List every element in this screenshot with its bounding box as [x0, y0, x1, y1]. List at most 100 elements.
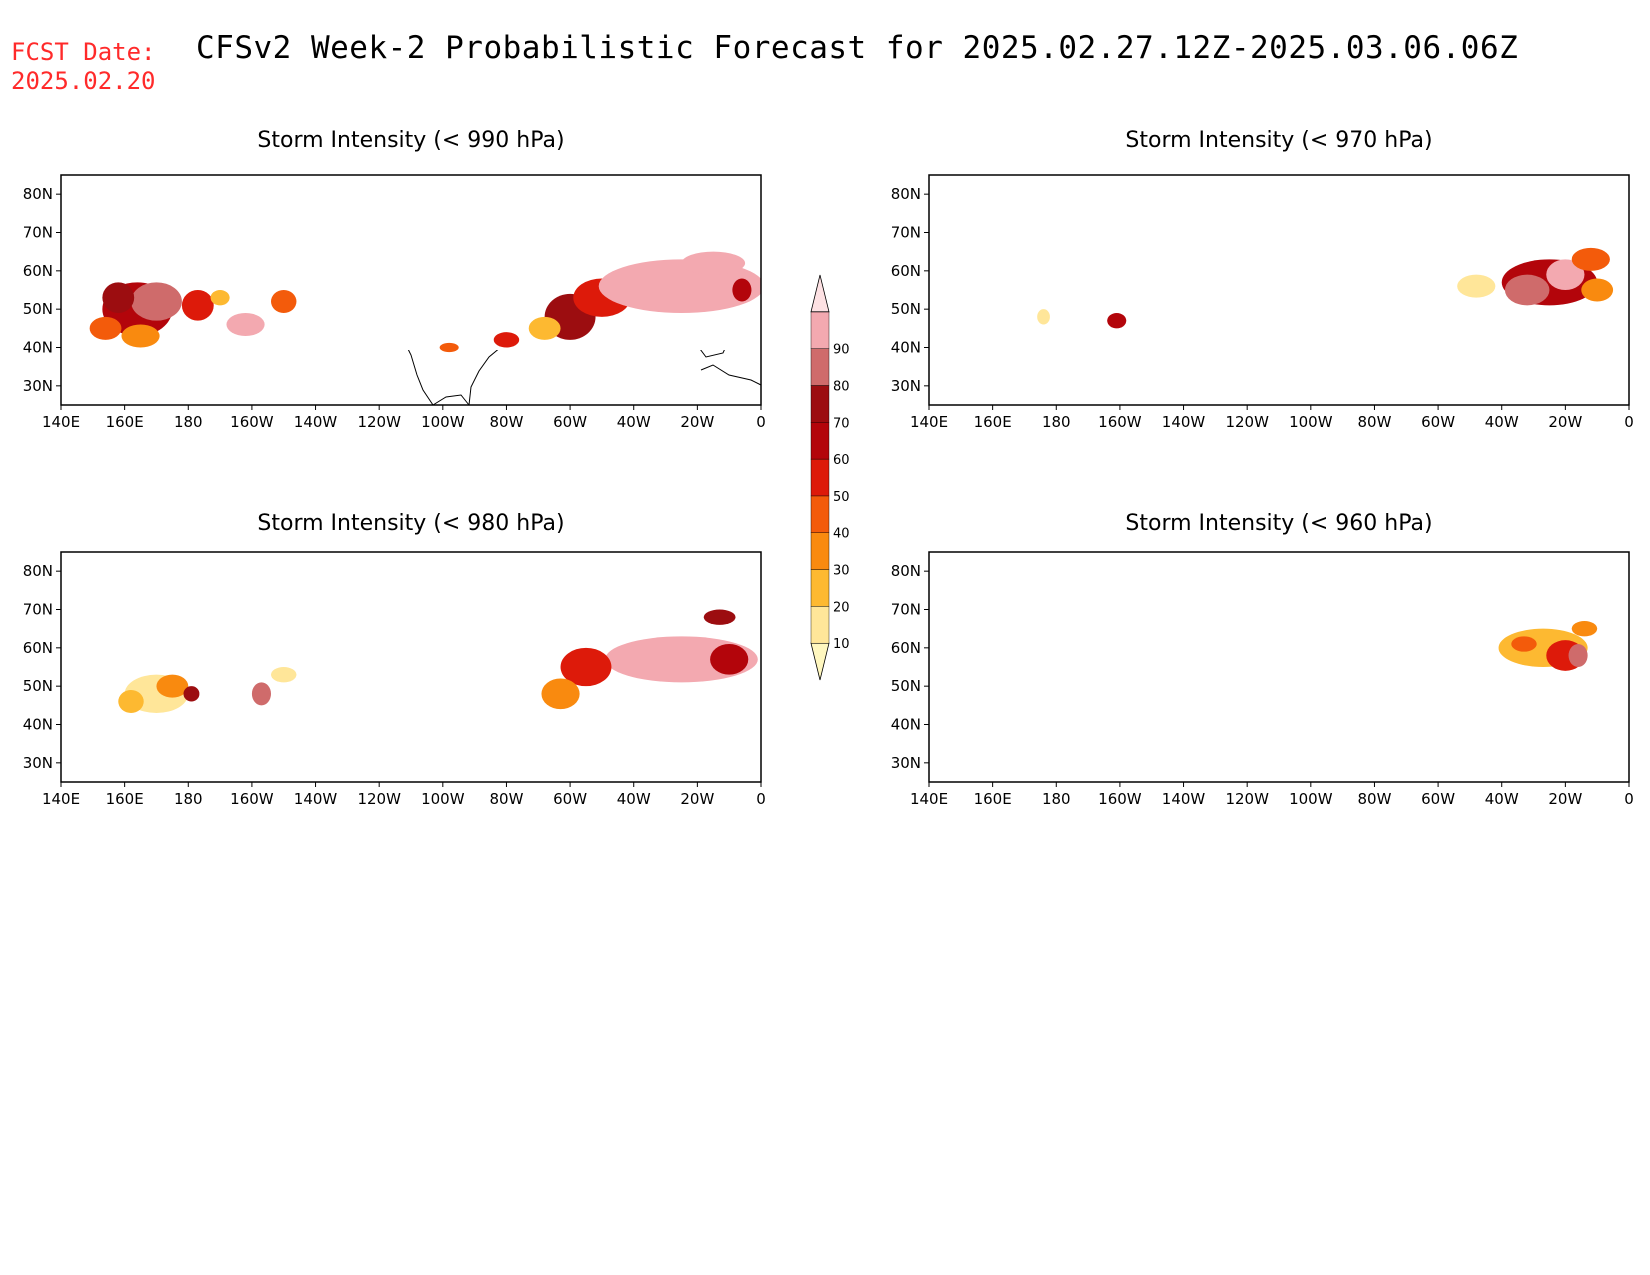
probability-patch	[1504, 274, 1550, 306]
probability-patch	[493, 332, 520, 348]
lon-tick-label: 120W	[1225, 790, 1269, 808]
colorbar-label: 80	[833, 379, 850, 394]
colorbar-swatch	[810, 311, 830, 349]
probability-patch	[271, 667, 297, 683]
lon-tick-label: 20W	[680, 790, 714, 808]
lon-tick-label: 180	[1042, 790, 1071, 808]
lat-tick-label: 80N	[891, 185, 921, 203]
map-panel-990: Storm Intensity (< 990 hPa) 140E 160E 180 16…	[23, 128, 766, 431]
lon-tick-label: 20W	[680, 413, 714, 431]
fcst-date-caption: FCST Date:	[11, 38, 156, 66]
colorbar-swatch	[810, 385, 830, 423]
probability-patch	[710, 644, 749, 675]
lon-tick-label: 100W	[421, 413, 465, 431]
colorbar-legend: 10 20 30 40 50 60 70 80 90	[810, 274, 850, 681]
probability-patch	[210, 290, 230, 306]
panel-title: Storm Intensity (< 970 hPa)	[1125, 128, 1432, 153]
probability-patch	[1546, 259, 1585, 290]
lat-tick-label: 60N	[891, 639, 921, 657]
probability-patch	[1568, 644, 1588, 667]
lon-tick-label: 60W	[553, 413, 587, 431]
probability-patch	[156, 674, 189, 698]
colorbar-label: 60	[833, 453, 850, 468]
lon-tick-label: 80W	[489, 790, 523, 808]
lon-tick-label: 120W	[357, 413, 401, 431]
lat-tick-label: 50N	[23, 300, 53, 318]
lon-tick-label: 20W	[1548, 413, 1582, 431]
lon-tick-label: 140E	[910, 413, 948, 431]
colorbar-cap-top	[810, 274, 830, 313]
lat-tick-label: 30N	[23, 754, 53, 772]
lat-tick-label: 70N	[23, 224, 53, 242]
lon-tick-label: 20W	[1548, 790, 1582, 808]
lon-tick-label: 40W	[1485, 413, 1519, 431]
colorbar-swatch	[810, 458, 830, 497]
lon-tick-label: 0	[756, 790, 766, 808]
panel-title: Storm Intensity (< 980 hPa)	[257, 511, 564, 536]
lon-tick-label: 140E	[42, 413, 80, 431]
lon-tick-label: 160W	[230, 413, 274, 431]
lon-tick-label: 80W	[1357, 413, 1391, 431]
lon-tick-label: 140E	[42, 790, 80, 808]
panel-title: Storm Intensity (< 960 hPa)	[1125, 511, 1432, 536]
fcst-date-value: 2025.02.20	[11, 67, 156, 95]
probability-patch	[1037, 309, 1050, 325]
lon-tick-label: 60W	[1421, 413, 1455, 431]
lon-tick-label: 180	[1042, 413, 1071, 431]
lon-tick-label: 160W	[1098, 790, 1142, 808]
probability-patch	[541, 678, 580, 710]
probability-patch	[439, 342, 459, 353]
forecast-date-label: FCST Date: 2025.02.20	[11, 38, 156, 96]
probability-patch	[226, 313, 265, 336]
probability-patch	[183, 686, 200, 702]
probability-patch	[1457, 274, 1496, 298]
lon-tick-label: 60W	[1421, 790, 1455, 808]
lat-tick-label: 60N	[23, 262, 53, 280]
lon-tick-label: 100W	[1289, 413, 1333, 431]
colorbar-swatch	[810, 495, 830, 533]
lat-tick-label: 40N	[23, 716, 53, 734]
lon-tick-label: 140W	[1162, 790, 1206, 808]
lat-tick-label: 40N	[23, 339, 53, 357]
probability-patch	[528, 316, 561, 340]
probability-field	[118, 609, 758, 713]
lon-tick-label: 180	[174, 413, 203, 431]
lat-tick-label: 70N	[891, 224, 921, 242]
lon-tick-label: 60W	[553, 790, 587, 808]
probability-patch	[102, 282, 135, 313]
lon-tick-label: 140E	[910, 790, 948, 808]
lon-tick-label: 160E	[106, 413, 144, 431]
colorbar-label: 30	[833, 564, 850, 579]
lon-tick-label: 160W	[1098, 413, 1142, 431]
colorbar-cap-bottom	[810, 642, 830, 681]
lat-tick-label: 80N	[23, 562, 53, 580]
colorbar-swatch	[810, 606, 830, 644]
map-panel-980: Storm Intensity (< 980 hPa) 140E 160E 180 16…	[23, 511, 766, 808]
colorbar-label: 90	[833, 343, 850, 358]
probability-patch	[1107, 313, 1127, 329]
probability-patch	[681, 251, 746, 275]
probability-field	[89, 251, 761, 353]
lon-tick-label: 140W	[294, 413, 338, 431]
probability-patch	[89, 316, 122, 340]
probability-patch	[732, 278, 752, 302]
map-frame	[928, 174, 1630, 406]
probability-patch	[271, 290, 297, 313]
colorbar-label: 70	[833, 416, 850, 431]
lon-tick-label: 80W	[489, 413, 523, 431]
colorbar-swatch	[810, 532, 830, 570]
lon-tick-label: 160E	[974, 790, 1012, 808]
map-frame	[60, 551, 762, 783]
lat-tick-label: 30N	[891, 377, 921, 395]
lon-tick-label: 160E	[106, 790, 144, 808]
lat-tick-label: 70N	[891, 601, 921, 619]
lat-tick-label: 50N	[891, 300, 921, 318]
probability-patch	[181, 290, 214, 321]
lat-tick-label: 60N	[23, 639, 53, 657]
lat-tick-label: 30N	[23, 377, 53, 395]
lat-tick-label: 40N	[891, 716, 921, 734]
map-frame	[928, 551, 1630, 783]
lon-tick-label: 160W	[230, 790, 274, 808]
lon-tick-label: 120W	[1225, 413, 1269, 431]
